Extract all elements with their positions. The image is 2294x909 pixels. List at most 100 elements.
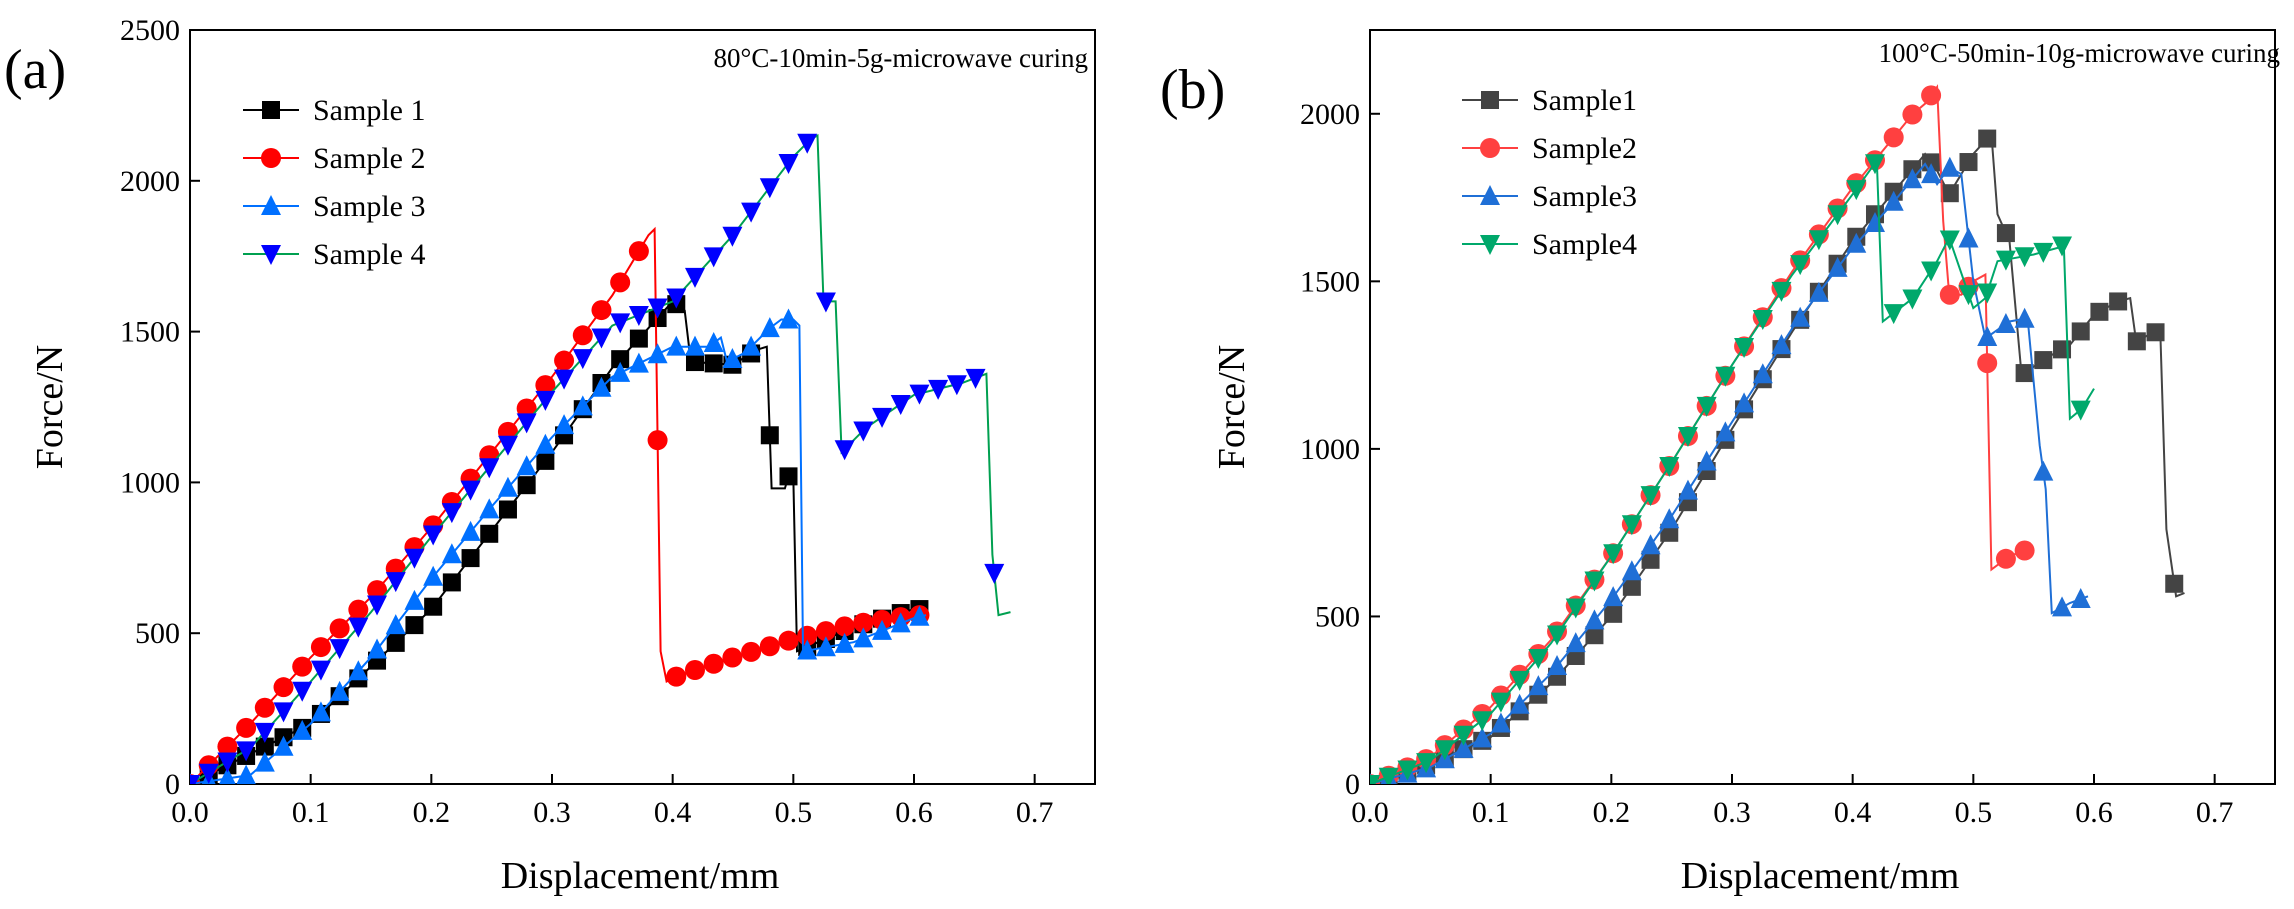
legend-marker: [1480, 235, 1500, 255]
legend-item: Sample 1: [243, 94, 426, 127]
data-point: [1509, 670, 1530, 691]
data-point: [834, 440, 855, 461]
data-point: [853, 612, 874, 633]
data-point: [1959, 153, 1978, 172]
series-group-b: [1370, 84, 2185, 784]
data-point: [1397, 760, 1418, 781]
data-point: [1640, 486, 1661, 507]
data-point: [704, 354, 723, 373]
x-tick-label: 0.5: [1955, 796, 1993, 829]
data-point: [703, 653, 724, 674]
data-point: [1547, 655, 1568, 676]
legend-marker: [1480, 138, 1500, 158]
data-point: [628, 305, 649, 326]
data-point: [1490, 692, 1511, 713]
data-point: [2015, 364, 2034, 383]
data-point: [1996, 224, 2015, 243]
series-line-sample-4: [190, 134, 1011, 784]
y-tick-label: 1000: [120, 466, 180, 499]
data-point: [367, 580, 388, 601]
data-point: [1752, 309, 1773, 330]
data-point: [1846, 232, 1867, 253]
data-point: [1660, 523, 1679, 542]
data-point: [329, 618, 350, 639]
data-point: [1621, 515, 1642, 536]
data-point: [480, 524, 499, 543]
data-point: [1490, 712, 1511, 733]
legend-label: Sample4: [1532, 228, 1637, 261]
data-point: [853, 627, 874, 648]
y-axis-label-b: Force/N: [1211, 345, 1253, 470]
data-point: [442, 573, 461, 592]
series-markers-sample-3: [190, 308, 930, 784]
data-point: [741, 202, 762, 223]
data-point: [1659, 457, 1680, 478]
data-point: [647, 430, 668, 451]
legend-item: Sample3: [1462, 180, 1637, 213]
data-point: [441, 543, 462, 564]
data-point: [255, 737, 274, 756]
series-markers-sample-2: [190, 241, 930, 784]
x-tick-label: 0.6: [895, 796, 933, 829]
legend-a: Sample 1 Sample 2 Sample 3 Sample 4: [243, 94, 426, 271]
data-point: [853, 421, 874, 442]
data-point: [404, 589, 425, 610]
data-point: [759, 317, 780, 338]
data-point: [1734, 392, 1755, 413]
data-point: [1528, 649, 1549, 670]
series-markers-sample-4: [190, 133, 1005, 784]
data-point: [1370, 775, 1380, 784]
data-point: [479, 458, 500, 479]
data-point: [760, 426, 779, 445]
data-point: [367, 595, 388, 616]
data-point: [647, 343, 668, 364]
data-point: [1995, 548, 2016, 569]
data-point: [554, 414, 575, 435]
x-tick-label: 0.1: [1472, 796, 1510, 829]
data-point: [684, 659, 705, 680]
legend-label: Sample1: [1532, 84, 1637, 117]
data-point: [666, 666, 687, 687]
data-point: [1715, 421, 1736, 442]
data-point: [497, 476, 518, 497]
data-point: [1453, 737, 1474, 758]
data-point: [423, 525, 444, 546]
data-point: [759, 178, 780, 199]
legend-marker: [261, 245, 281, 265]
data-point: [647, 298, 668, 319]
data-point: [479, 498, 500, 519]
data-point: [1621, 560, 1642, 581]
data-point: [1565, 632, 1586, 653]
data-point: [965, 368, 986, 389]
x-tick-label: 0.4: [1834, 796, 1872, 829]
annotation-b: 100°C-50min-10g-microwave curing: [1879, 38, 2280, 68]
data-point: [629, 329, 648, 348]
series-markers-sample4: [1370, 154, 2091, 784]
data-point: [254, 751, 275, 772]
data-point: [834, 632, 855, 653]
data-point: [1528, 675, 1549, 696]
data-point: [890, 612, 911, 633]
x-tick-label: 0.4: [654, 796, 692, 829]
data-point: [666, 288, 687, 309]
legend-marker: [262, 101, 280, 119]
data-point: [872, 407, 893, 428]
plot-frame-a: [189, 29, 1096, 785]
data-point: [1883, 304, 1904, 325]
data-point: [329, 680, 350, 701]
data-point: [405, 616, 424, 635]
legend-item: Sample 2: [243, 142, 426, 175]
data-point: [1378, 767, 1399, 784]
data-point: [1977, 326, 1998, 347]
data-point: [385, 614, 406, 635]
data-point: [703, 247, 724, 268]
data-point: [348, 660, 369, 681]
data-point: [1565, 598, 1586, 619]
data-point: [1677, 427, 1698, 448]
data-point: [2090, 302, 2109, 321]
data-point: [2165, 574, 2184, 593]
data-point: [722, 226, 743, 247]
data-point: [292, 656, 313, 677]
data-point: [2071, 322, 2090, 341]
data-point: [198, 763, 219, 784]
